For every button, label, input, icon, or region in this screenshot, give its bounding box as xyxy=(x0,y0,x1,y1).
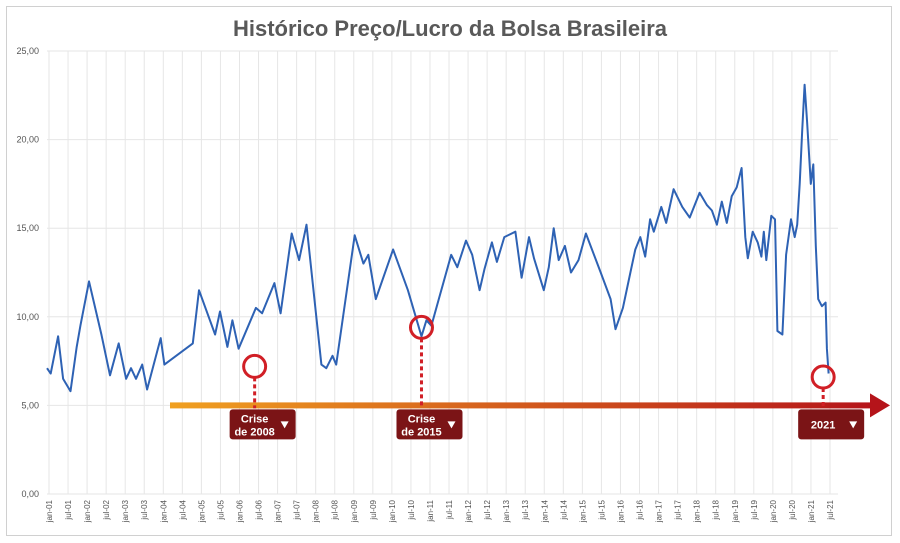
y-tick-label: 15,00 xyxy=(16,223,39,233)
chevron-down-icon xyxy=(849,421,858,429)
x-tick-label: jul-02 xyxy=(102,499,111,520)
annotation-label-line2: de 2008 xyxy=(234,426,274,438)
x-tick-label: jul-19 xyxy=(750,499,759,520)
annotation-circle xyxy=(242,353,268,379)
x-tick-label: jan-08 xyxy=(312,499,321,523)
series-path xyxy=(46,83,830,393)
x-tick-label: jan-01 xyxy=(45,499,54,523)
annotation-badge xyxy=(396,409,463,440)
series-line xyxy=(46,83,830,393)
chevron-down-icon xyxy=(447,421,456,429)
x-tick-label: jan-09 xyxy=(350,499,359,523)
x-tick-label: jan-06 xyxy=(235,499,244,523)
y-tick-label: 5,00 xyxy=(21,400,39,410)
x-tick-label: jul-09 xyxy=(369,499,378,520)
x-tick-label: jul-12 xyxy=(483,499,492,520)
x-tick-label: jan-13 xyxy=(502,499,511,523)
x-tick-label: jul-14 xyxy=(559,499,568,520)
arrow-head xyxy=(870,393,890,418)
annotation-label-line2: de 2015 xyxy=(401,426,441,438)
x-tick-label: jan-14 xyxy=(540,499,549,523)
x-tick-label: jul-18 xyxy=(712,499,721,520)
x-tick-label: jan-16 xyxy=(616,499,625,523)
x-tick-label: jan-21 xyxy=(807,499,816,523)
annotation-circle xyxy=(810,364,836,390)
x-tick-label: jul-20 xyxy=(788,499,797,520)
x-tick-label: jan-12 xyxy=(464,499,473,523)
y-tick-label: 0,00 xyxy=(21,489,39,499)
x-tick-label: jan-11 xyxy=(426,499,435,522)
y-tick-label: 10,00 xyxy=(16,312,39,322)
y-tick-label: 20,00 xyxy=(16,135,39,145)
timeline-arrow xyxy=(170,393,890,418)
x-tick-label: jan-20 xyxy=(769,499,778,523)
annotation-badge xyxy=(798,409,865,440)
x-tick-label: jan-02 xyxy=(83,499,92,523)
x-tick-label: jan-04 xyxy=(159,499,168,523)
x-tick-label: jan-05 xyxy=(197,499,206,523)
x-tick-label: jul-08 xyxy=(331,499,340,520)
y-tick-label: 25,00 xyxy=(16,46,39,56)
y-axis-ticks: 0,00 5,00 10,00 15,00 20,00 25,00 xyxy=(16,46,39,499)
x-tick-label: jul-11 xyxy=(445,499,454,520)
x-tick-label: jul-21 xyxy=(826,499,835,520)
annotation-label-line1: 2021 xyxy=(811,419,835,431)
x-tick-label: jul-10 xyxy=(407,499,416,520)
x-tick-label: jul-04 xyxy=(178,499,187,520)
x-tick-label: jul-16 xyxy=(636,499,645,520)
x-tick-label: jul-07 xyxy=(293,499,302,520)
x-tick-label: jul-03 xyxy=(140,499,149,520)
x-tick-label: jul-13 xyxy=(521,499,530,520)
x-tick-label: jan-17 xyxy=(655,499,664,523)
arrow-shaft xyxy=(170,402,872,409)
annotation-label-line1: Crise xyxy=(241,413,269,425)
x-tick-label: jan-03 xyxy=(121,499,130,523)
gridlines xyxy=(47,50,838,495)
chart-title: Histórico Preço/Lucro da Bolsa Brasileir… xyxy=(232,16,668,41)
x-tick-label: jan-07 xyxy=(274,499,283,523)
x-tick-label: jul-06 xyxy=(255,499,264,520)
x-tick-label: jan-18 xyxy=(693,499,702,523)
x-tick-label: jul-15 xyxy=(597,499,606,520)
annotation-label-line1: Crise xyxy=(408,413,436,425)
x-tick-label: jan-10 xyxy=(388,499,397,523)
annotation-badge xyxy=(229,409,296,440)
x-tick-label: jan-19 xyxy=(731,499,740,523)
x-tick-label: jul-01 xyxy=(64,499,73,520)
x-tick-label: jan-15 xyxy=(578,499,587,523)
chevron-down-icon xyxy=(280,421,289,429)
x-tick-label: jul-05 xyxy=(216,499,225,520)
x-tick-label: jul-17 xyxy=(674,499,683,520)
x-axis-ticks: jan-01 jul-01 jan-02 jul-02 jan-03 jul-03 jan-… xyxy=(45,499,835,523)
